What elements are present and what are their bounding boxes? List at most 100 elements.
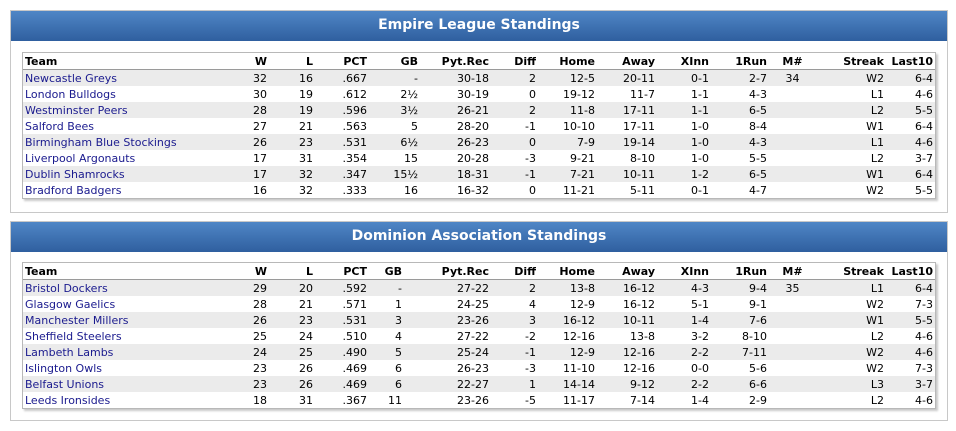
table-row: Bristol Dockers 29 20.592-27-22 2 13-8 16-12 4… xyxy=(23,279,935,296)
team-link[interactable]: Westminster Peers xyxy=(23,102,223,118)
cell-magic-number xyxy=(767,392,818,408)
column-header-l[interactable]: L xyxy=(267,263,313,280)
cell-away: 17-11 xyxy=(595,102,655,118)
cell-last10: 6-4 xyxy=(884,69,935,86)
team-link[interactable]: Birmingham Blue Stockings xyxy=(23,134,223,150)
column-header-1run[interactable]: 1Run xyxy=(709,53,767,70)
cell-streak: W1 xyxy=(818,166,884,182)
cell-streak: L2 xyxy=(818,392,884,408)
column-header-diff[interactable]: Diff xyxy=(489,53,536,70)
team-link[interactable]: Manchester Millers xyxy=(23,312,223,328)
cell-magic-number xyxy=(767,166,818,182)
column-header-team[interactable]: Team xyxy=(23,263,223,280)
table-row: Belfast Unions 23 26.469 6 22-27 1 14-14 9-12 2-… xyxy=(23,376,935,392)
column-header-xinn[interactable]: XInn xyxy=(655,263,709,280)
cell-pyt-rec: 16-32 xyxy=(418,182,489,198)
cell-magic-number xyxy=(767,312,818,328)
cell-xinn: 1-1 xyxy=(655,86,709,102)
team-link[interactable]: Liverpool Argonauts xyxy=(23,150,223,166)
column-header-streak[interactable]: Streak xyxy=(818,53,884,70)
cell-1run: 6-5 xyxy=(709,166,767,182)
column-header-pct[interactable]: PCT xyxy=(313,263,367,280)
cell-pyt-rec: 25-24 xyxy=(402,344,489,360)
cell-streak: W2 xyxy=(818,296,884,312)
column-header-away[interactable]: Away xyxy=(595,53,655,70)
cell-l: 19 xyxy=(267,86,313,102)
cell-away: 19-14 xyxy=(595,134,655,150)
cell-pct: .510 xyxy=(313,328,367,344)
team-link[interactable]: Glasgow Gaelics xyxy=(23,296,223,312)
cell-xinn: 0-0 xyxy=(655,360,709,376)
team-link[interactable]: Sheffield Steelers xyxy=(23,328,223,344)
cell-pyt-rec: 26-23 xyxy=(402,360,489,376)
cell-w: 25 xyxy=(223,328,267,344)
cell-gb: 4 xyxy=(367,328,402,344)
team-link[interactable]: Newcastle Greys xyxy=(23,69,223,86)
team-link[interactable]: Islington Owls xyxy=(23,360,223,376)
cell-xinn: 1-4 xyxy=(655,392,709,408)
team-link[interactable]: Belfast Unions xyxy=(23,376,223,392)
header-row: Team W L PCT GB Pyt.Rec Diff Home Away XInn 1Run M#… xyxy=(23,53,935,70)
cell-streak: L1 xyxy=(818,86,884,102)
table-row: Westminster Peers 28 19.596 3½ 26-21 2 11-8 17-… xyxy=(23,102,935,118)
cell-xinn: 1-0 xyxy=(655,134,709,150)
column-header-w[interactable]: W xyxy=(223,53,267,70)
cell-streak: W2 xyxy=(818,360,884,376)
column-header-gb[interactable]: GB xyxy=(367,53,418,70)
cell-home: 16-12 xyxy=(536,312,595,328)
cell-l: 32 xyxy=(267,166,313,182)
column-header-xinn[interactable]: XInn xyxy=(655,53,709,70)
cell-magic-number xyxy=(767,118,818,134)
team-link[interactable]: Leeds Ironsides xyxy=(23,392,223,408)
team-link[interactable]: London Bulldogs xyxy=(23,86,223,102)
cell-w: 30 xyxy=(223,86,267,102)
cell-diff: 0 xyxy=(489,86,536,102)
team-link[interactable]: Salford Bees xyxy=(23,118,223,134)
cell-home: 7-9 xyxy=(536,134,595,150)
column-header-magic-number[interactable]: M# xyxy=(767,263,818,280)
cell-pyt-rec: 23-26 xyxy=(402,312,489,328)
cell-pyt-rec: 20-28 xyxy=(418,150,489,166)
column-header-w[interactable]: W xyxy=(223,263,267,280)
cell-l: 23 xyxy=(267,134,313,150)
header-row: Team W L PCT GB Pyt.Rec Diff Home Away XInn 1Run M#… xyxy=(23,263,935,280)
cell-home: 13-8 xyxy=(536,279,595,296)
column-header-pct[interactable]: PCT xyxy=(313,53,367,70)
cell-l: 26 xyxy=(267,376,313,392)
team-link[interactable]: Bradford Badgers xyxy=(23,182,223,198)
cell-last10: 7-3 xyxy=(884,360,935,376)
column-header-home[interactable]: Home xyxy=(536,53,595,70)
cell-diff: 3 xyxy=(489,312,536,328)
column-header-magic-number[interactable]: M# xyxy=(767,53,818,70)
table-row: Birmingham Blue Stockings 26 23.531 6½ 26-23… xyxy=(23,134,935,150)
panel-title: Dominion Association Standings xyxy=(11,222,947,252)
cell-magic-number xyxy=(767,376,818,392)
cell-streak: L3 xyxy=(818,376,884,392)
column-header-home[interactable]: Home xyxy=(536,263,595,280)
cell-last10: 5-5 xyxy=(884,182,935,198)
column-header-l[interactable]: L xyxy=(267,53,313,70)
cell-pyt-rec: 26-21 xyxy=(418,102,489,118)
column-header-pyt-rec[interactable]: Pyt.Rec xyxy=(418,53,489,70)
column-header-team[interactable]: Team xyxy=(23,53,223,70)
column-header-1run[interactable]: 1Run xyxy=(709,263,767,280)
team-link[interactable]: Lambeth Lambs xyxy=(23,344,223,360)
table-row: Sheffield Steelers 25 24.510 4 27-22 -2 12-16 1… xyxy=(23,328,935,344)
cell-last10: 6-4 xyxy=(884,166,935,182)
column-header-streak[interactable]: Streak xyxy=(818,263,884,280)
cell-xinn: 1-0 xyxy=(655,150,709,166)
column-header-pyt-rec[interactable]: Pyt.Rec xyxy=(402,263,489,280)
cell-w: 24 xyxy=(223,344,267,360)
team-link[interactable]: Bristol Dockers xyxy=(23,279,223,296)
column-header-gb[interactable]: GB xyxy=(367,263,402,280)
column-header-last10[interactable]: Last10 xyxy=(884,53,935,70)
team-link[interactable]: Dublin Shamrocks xyxy=(23,166,223,182)
column-header-diff[interactable]: Diff xyxy=(489,263,536,280)
cell-home: 11-8 xyxy=(536,102,595,118)
column-header-away[interactable]: Away xyxy=(595,263,655,280)
cell-l: 31 xyxy=(267,392,313,408)
cell-home: 11-17 xyxy=(536,392,595,408)
cell-w: 26 xyxy=(223,312,267,328)
cell-pyt-rec: 27-22 xyxy=(402,328,489,344)
column-header-last10[interactable]: Last10 xyxy=(884,263,935,280)
